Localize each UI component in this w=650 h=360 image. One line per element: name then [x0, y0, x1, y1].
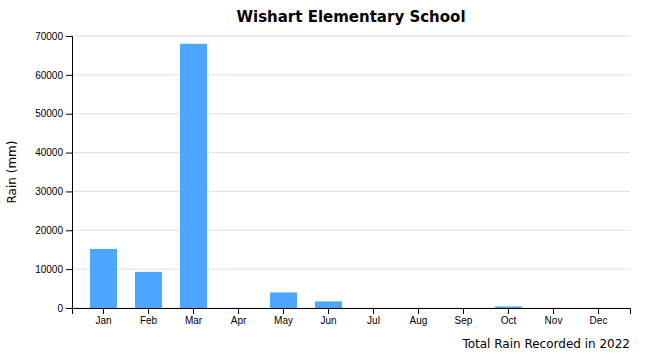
y-tick-mark [66, 269, 72, 270]
x-tick-label: Feb [140, 315, 158, 326]
y-tick: 10000 [35, 264, 72, 275]
bar [315, 301, 342, 308]
x-tick: Jan [95, 308, 111, 326]
x-tick: Jul [367, 308, 380, 326]
x-tick-mark [283, 308, 284, 314]
bars [90, 44, 522, 308]
y-tick-label: 50000 [35, 108, 63, 119]
y-tick: 20000 [35, 225, 72, 236]
y-tick-label: 40000 [35, 147, 63, 158]
x-tick: Dec [590, 308, 608, 326]
y-tick-mark [66, 153, 72, 154]
x-tick: Apr [231, 308, 247, 326]
x-tick-label: Sep [455, 315, 473, 326]
y-tick-label: 70000 [35, 31, 63, 42]
x-tick-mark [238, 308, 239, 314]
plot: 0 10000 20000 30000 40000 50000 60000 70000 Jan F… [35, 31, 630, 326]
bar [180, 44, 207, 308]
x-tick: Feb [140, 308, 158, 326]
bar [540, 308, 567, 309]
x-axis-line [73, 309, 631, 315]
x-tick-mark [328, 308, 329, 314]
y-tick: 40000 [35, 147, 72, 158]
bar [360, 308, 387, 309]
x-tick-label: Aug [410, 315, 428, 326]
grid [72, 36, 630, 308]
x-tick-mark [193, 308, 194, 314]
y-tick: 0 [57, 303, 72, 314]
x-tick-mark [553, 308, 554, 314]
x-tick-label: Jun [320, 315, 336, 326]
y-tick: 60000 [35, 70, 72, 81]
y-axis: 0 10000 20000 30000 40000 50000 60000 70000 [35, 31, 72, 314]
grid-line [72, 152, 630, 153]
bar [585, 308, 612, 309]
x-tick: Sep [455, 308, 473, 326]
x-axis: Jan Feb Mar Apr May Jun Jul Aug Sep Oct Nov Dec [73, 308, 631, 326]
x-tick-mark [508, 308, 509, 314]
x-tick-mark [598, 308, 599, 314]
grid-line [72, 269, 630, 270]
grid-line [72, 113, 630, 114]
x-tick: May [274, 308, 293, 326]
y-tick-mark [66, 230, 72, 231]
x-tick-label: Jul [367, 315, 380, 326]
grid-line [72, 36, 630, 37]
y-axis-line [66, 37, 73, 309]
x-tick-label: Nov [545, 315, 563, 326]
y-tick-label: 0 [57, 303, 63, 314]
grid-line [72, 74, 630, 75]
y-tick: 30000 [35, 186, 72, 197]
y-tick-mark [66, 114, 72, 115]
bar [90, 249, 117, 308]
x-tick-mark [373, 308, 374, 314]
x-axis-title: Total Rain Recorded in 2022 [461, 337, 630, 351]
x-tick-mark [463, 308, 464, 314]
bar [450, 308, 477, 309]
bar [495, 306, 522, 308]
chart: 0 10000 20000 30000 40000 50000 60000 70000 Jan F… [0, 0, 650, 360]
x-tick-label: Apr [231, 315, 247, 326]
bar [135, 272, 162, 308]
y-tick-mark [66, 191, 72, 192]
x-tick-label: Dec [590, 315, 608, 326]
y-tick-label: 20000 [35, 225, 63, 236]
x-tick: Mar [185, 308, 203, 326]
x-tick-label: May [274, 315, 293, 326]
y-tick: 50000 [35, 108, 72, 119]
x-tick-label: Oct [501, 315, 517, 326]
y-tick-label: 10000 [35, 264, 63, 275]
y-tick: 70000 [35, 31, 72, 42]
y-tick-mark [66, 36, 72, 37]
y-tick-mark [66, 75, 72, 76]
y-tick-mark [66, 308, 72, 309]
y-tick-label: 30000 [35, 186, 63, 197]
x-tick: Aug [410, 308, 428, 326]
x-tick: Jun [320, 308, 336, 326]
y-axis-title: Rain (mm) [5, 141, 19, 204]
y-tick-label: 60000 [35, 70, 63, 81]
bar [225, 308, 252, 309]
grid-line [72, 230, 630, 231]
x-tick-mark [103, 308, 104, 314]
title: Wishart Elementary School [236, 8, 465, 26]
bar [270, 292, 297, 308]
x-tick-mark [418, 308, 419, 314]
x-tick-label: Jan [95, 315, 111, 326]
x-tick-mark [148, 308, 149, 314]
x-tick-label: Mar [185, 315, 203, 326]
grid-line [72, 191, 630, 192]
bar [405, 308, 432, 309]
x-tick: Oct [501, 308, 517, 326]
x-tick: Nov [545, 308, 563, 326]
